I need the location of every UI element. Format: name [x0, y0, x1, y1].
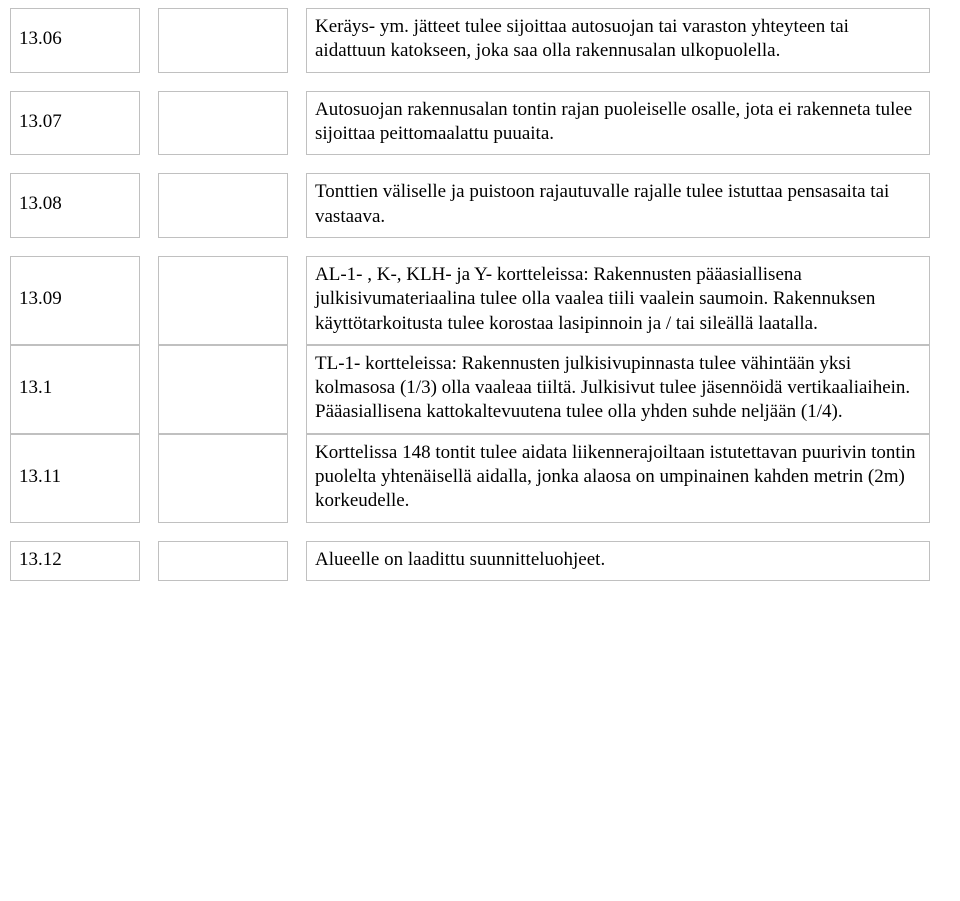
code-label: 13.06: [19, 27, 62, 51]
code-cell: 13.07: [10, 91, 140, 156]
code-label: 13.1: [19, 376, 52, 400]
text-cell: Tonttien väliselle ja puistoon rajautuva…: [306, 173, 930, 238]
table-row: 13.09 AL-1- , K-, KLH- ja Y- kortteleiss…: [10, 256, 930, 345]
table-row: 13.06 Keräys- ym. jätteet tulee sijoitta…: [10, 8, 930, 73]
text-cell: Korttelissa 148 tontit tulee aidata liik…: [306, 434, 930, 523]
code-label: 13.09: [19, 287, 62, 311]
text-content: TL-1- kortteleissa: Rakennusten julkisiv…: [315, 352, 921, 425]
blank-cell: [158, 8, 288, 73]
table-row: 13.12 Alueelle on laadittu suunnitteluoh…: [10, 541, 930, 581]
text-cell: AL-1- , K-, KLH- ja Y- kortteleissa: Rak…: [306, 256, 930, 345]
code-cell: 13.11: [10, 434, 140, 523]
blank-cell: [158, 345, 288, 434]
text-content: Alueelle on laadittu suunnitteluohjeet.: [315, 548, 605, 572]
text-content: Autosuojan rakennusalan tontin rajan puo…: [315, 98, 921, 147]
text-content: Korttelissa 148 tontit tulee aidata liik…: [315, 441, 921, 514]
table-row: 13.1 TL-1- kortteleissa: Rakennusten jul…: [10, 345, 930, 434]
text-cell: TL-1- kortteleissa: Rakennusten julkisiv…: [306, 345, 930, 434]
code-label: 13.07: [19, 110, 62, 134]
code-cell: 13.06: [10, 8, 140, 73]
code-cell: 13.12: [10, 541, 140, 581]
blank-cell: [158, 256, 288, 345]
text-content: Keräys- ym. jätteet tulee sijoittaa auto…: [315, 15, 921, 64]
text-cell: Alueelle on laadittu suunnitteluohjeet.: [306, 541, 930, 581]
blank-cell: [158, 434, 288, 523]
blank-cell: [158, 541, 288, 581]
code-label: 13.11: [19, 465, 61, 489]
code-cell: 13.1: [10, 345, 140, 434]
blank-cell: [158, 91, 288, 156]
table-row: 13.11 Korttelissa 148 tontit tulee aidat…: [10, 434, 930, 523]
code-cell: 13.09: [10, 256, 140, 345]
code-label: 13.12: [19, 548, 62, 572]
text-content: Tonttien väliselle ja puistoon rajautuva…: [315, 180, 921, 229]
row-group: 13.09 AL-1- , K-, KLH- ja Y- kortteleiss…: [10, 256, 930, 523]
text-cell: Keräys- ym. jätteet tulee sijoittaa auto…: [306, 8, 930, 73]
table-row: 13.07 Autosuojan rakennusalan tontin raj…: [10, 91, 930, 156]
blank-cell: [158, 173, 288, 238]
code-cell: 13.08: [10, 173, 140, 238]
text-content: AL-1- , K-, KLH- ja Y- kortteleissa: Rak…: [315, 263, 921, 336]
code-label: 13.08: [19, 192, 62, 216]
page: 13.06 Keräys- ym. jätteet tulee sijoitta…: [0, 0, 960, 629]
text-cell: Autosuojan rakennusalan tontin rajan puo…: [306, 91, 930, 156]
table-row: 13.08 Tonttien väliselle ja puistoon raj…: [10, 173, 930, 238]
